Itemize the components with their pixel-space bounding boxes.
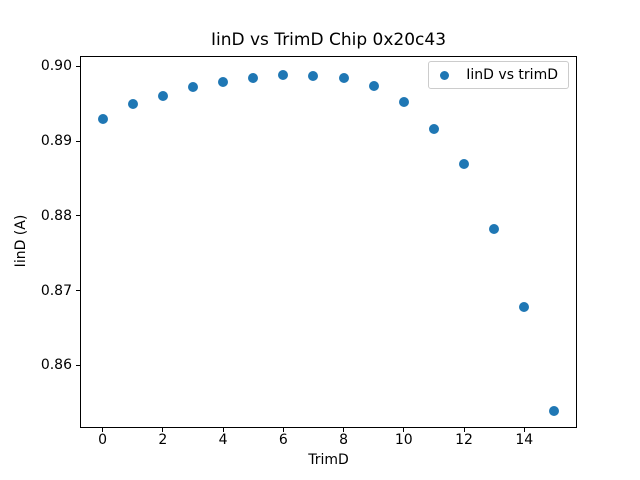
data-point <box>157 90 168 101</box>
data-point <box>248 72 259 83</box>
x-tick-label: 4 <box>218 432 228 448</box>
y-tick-label: 0.90 <box>40 58 72 75</box>
chart-title: IinD vs TrimD Chip 0x20c43 <box>210 30 447 50</box>
y-tick-mark <box>76 140 80 142</box>
y-tick-mark <box>76 290 80 292</box>
x-axis-label: TrimD <box>308 452 349 468</box>
legend-marker-icon <box>440 70 450 80</box>
data-point <box>187 82 198 93</box>
y-tick-mark <box>76 215 80 217</box>
x-tick-label: 8 <box>339 432 349 448</box>
x-tick-mark <box>403 428 405 432</box>
data-point <box>489 223 500 234</box>
x-tick-label: 0 <box>98 432 108 448</box>
y-tick-label: 0.86 <box>40 357 72 374</box>
x-tick-label: 12 <box>455 432 473 448</box>
y-axis-label: IinD (A) <box>13 214 29 268</box>
x-tick-mark <box>343 428 345 432</box>
x-tick-mark <box>463 428 465 432</box>
x-tick-mark <box>282 428 284 432</box>
legend-label: IinD vs trimD <box>466 67 558 83</box>
y-tick-mark <box>76 364 80 366</box>
x-tick-label: 6 <box>278 432 288 448</box>
data-point <box>549 405 560 416</box>
data-point <box>428 124 439 135</box>
x-tick-label: 14 <box>515 432 534 448</box>
data-point <box>338 72 349 83</box>
y-tick-label: 0.88 <box>40 207 72 224</box>
y-tick-label: 0.87 <box>40 282 72 299</box>
data-point <box>519 301 530 312</box>
data-point <box>398 96 409 107</box>
y-tick-mark <box>76 65 80 67</box>
plot-area: IinD vs trimD <box>80 56 577 428</box>
data-point <box>368 80 379 91</box>
data-point <box>278 69 289 80</box>
x-tick-label: 2 <box>158 432 168 448</box>
y-tick-label: 0.89 <box>40 133 72 150</box>
data-point <box>127 98 138 109</box>
data-point <box>218 77 229 88</box>
x-tick-mark <box>102 428 104 432</box>
data-point <box>459 158 470 169</box>
x-tick-label: 10 <box>394 432 413 448</box>
data-point <box>308 71 319 82</box>
x-tick-mark <box>523 428 525 432</box>
x-tick-mark <box>222 428 224 432</box>
data-point <box>97 113 108 124</box>
x-tick-mark <box>162 428 164 432</box>
legend: IinD vs trimD <box>428 61 569 89</box>
